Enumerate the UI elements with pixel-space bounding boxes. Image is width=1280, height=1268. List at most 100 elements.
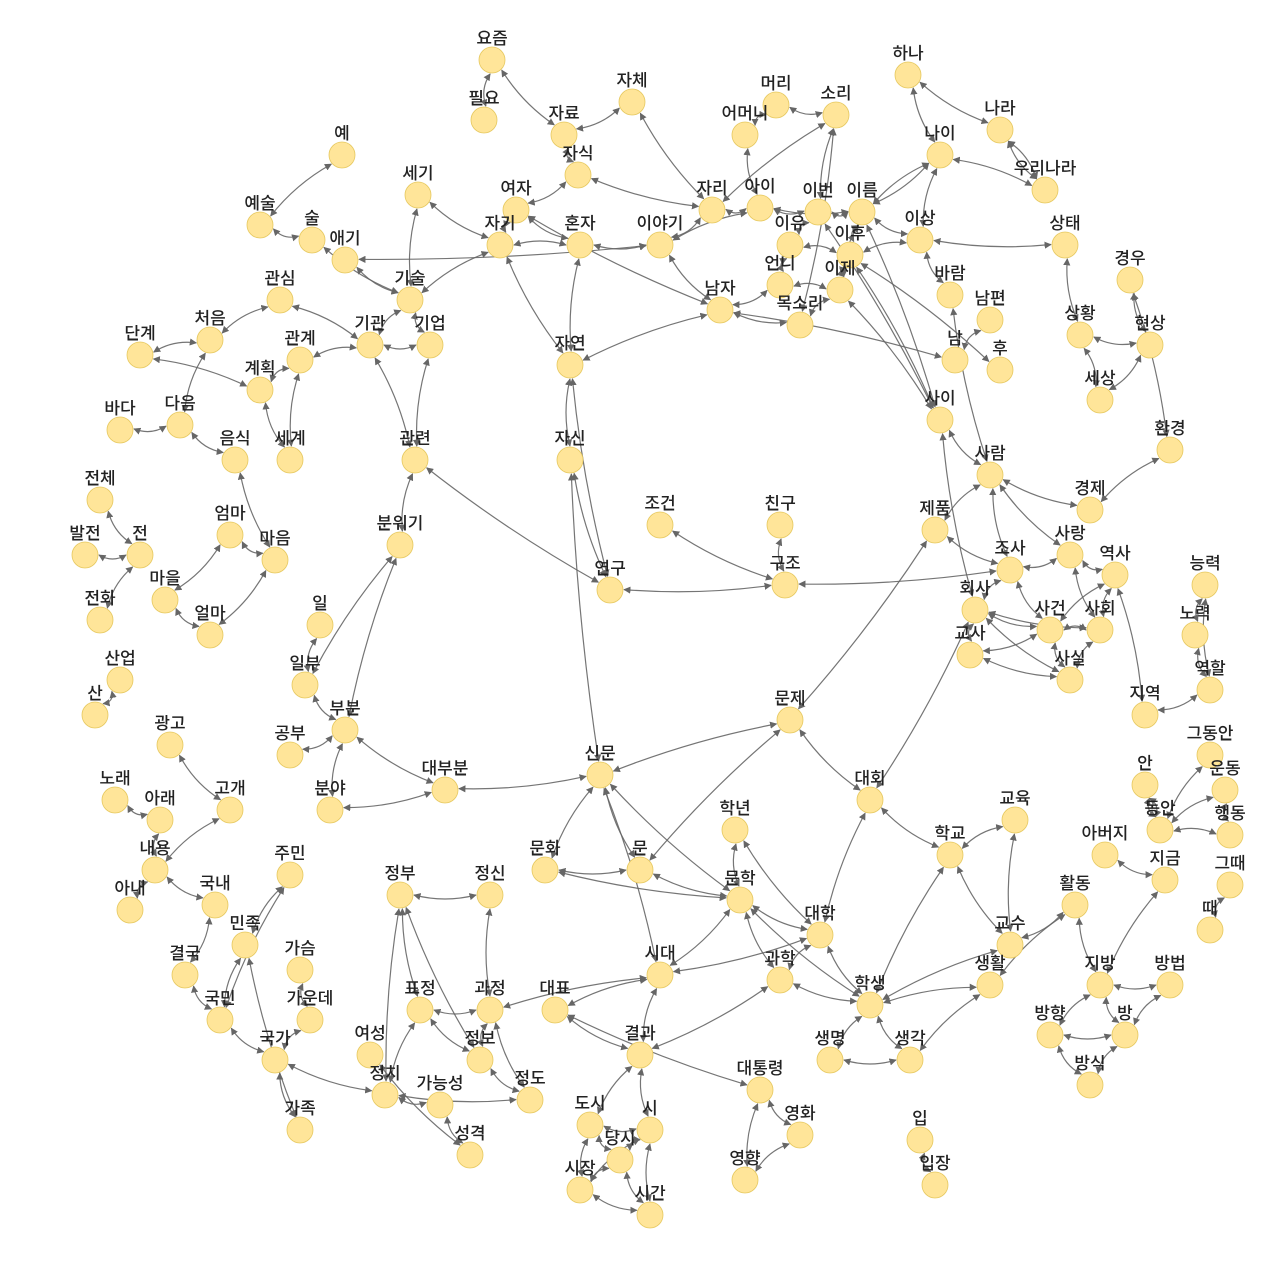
- node-circle[interactable]: [1137, 332, 1163, 358]
- node-circle[interactable]: [997, 557, 1023, 583]
- node-circle[interactable]: [1197, 677, 1223, 703]
- graph-node[interactable]: 바람: [934, 259, 966, 308]
- node-circle[interactable]: [577, 1112, 603, 1138]
- node-circle[interactable]: [772, 572, 798, 598]
- graph-node[interactable]: 국가: [259, 1024, 291, 1073]
- node-circle[interactable]: [817, 1047, 843, 1073]
- graph-node[interactable]: 아내: [114, 874, 145, 923]
- graph-node[interactable]: 대통령: [737, 1054, 784, 1103]
- graph-node[interactable]: 경우: [1114, 244, 1145, 293]
- graph-node[interactable]: 바다: [104, 394, 136, 443]
- node-circle[interactable]: [517, 1087, 543, 1113]
- node-circle[interactable]: [827, 277, 853, 303]
- graph-node[interactable]: 자기: [484, 209, 515, 258]
- node-circle[interactable]: [287, 347, 313, 373]
- graph-node[interactable]: 도시: [574, 1089, 605, 1138]
- graph-node[interactable]: 지방: [1084, 949, 1116, 998]
- graph-node[interactable]: 회사: [959, 574, 991, 623]
- node-circle[interactable]: [292, 672, 318, 698]
- graph-node[interactable]: 그때: [1214, 849, 1245, 898]
- graph-node[interactable]: 주민: [274, 839, 305, 888]
- node-circle[interactable]: [307, 612, 333, 638]
- graph-node[interactable]: 친구: [764, 489, 795, 538]
- node-circle[interactable]: [1087, 387, 1113, 413]
- node-circle[interactable]: [937, 842, 963, 868]
- node-circle[interactable]: [707, 297, 733, 323]
- node-circle[interactable]: [1037, 1022, 1063, 1048]
- graph-node[interactable]: 기관: [354, 309, 386, 358]
- graph-node[interactable]: 세계: [274, 424, 305, 473]
- node-circle[interactable]: [987, 357, 1013, 383]
- node-circle[interactable]: [297, 1007, 323, 1033]
- graph-node[interactable]: 얼마: [194, 599, 226, 648]
- graph-node[interactable]: 연구: [594, 554, 625, 603]
- node-circle[interactable]: [532, 857, 558, 883]
- node-circle[interactable]: [1117, 267, 1143, 293]
- node-circle[interactable]: [247, 377, 273, 403]
- node-circle[interactable]: [217, 522, 243, 548]
- graph-node[interactable]: 역사: [1099, 539, 1131, 588]
- node-circle[interactable]: [262, 547, 288, 573]
- graph-node[interactable]: 관심: [264, 264, 295, 313]
- node-circle[interactable]: [87, 607, 113, 633]
- node-circle[interactable]: [627, 857, 653, 883]
- node-circle[interactable]: [117, 897, 143, 923]
- graph-node[interactable]: 단계: [124, 319, 155, 368]
- node-circle[interactable]: [1102, 562, 1128, 588]
- node-circle[interactable]: [222, 447, 248, 473]
- node-circle[interactable]: [1087, 617, 1113, 643]
- graph-node[interactable]: 남자: [704, 274, 736, 323]
- node-circle[interactable]: [87, 487, 113, 513]
- node-circle[interactable]: [402, 447, 428, 473]
- graph-node[interactable]: 일부: [289, 649, 320, 698]
- node-circle[interactable]: [299, 227, 325, 253]
- node-circle[interactable]: [1217, 822, 1243, 848]
- graph-node[interactable]: 요즘: [476, 24, 507, 73]
- graph-node[interactable]: 후: [987, 334, 1013, 383]
- graph-node[interactable]: 계획: [244, 354, 275, 403]
- node-circle[interactable]: [147, 807, 173, 833]
- node-circle[interactable]: [1157, 972, 1183, 998]
- graph-node[interactable]: 안: [1132, 749, 1158, 798]
- graph-node[interactable]: 사이: [924, 384, 955, 433]
- graph-node[interactable]: 예술: [244, 189, 275, 238]
- node-circle[interactable]: [1182, 622, 1208, 648]
- node-circle[interactable]: [387, 882, 413, 908]
- graph-node[interactable]: 마을: [149, 564, 180, 613]
- node-circle[interactable]: [1217, 872, 1243, 898]
- graph-node[interactable]: 문화: [529, 834, 561, 883]
- node-circle[interactable]: [457, 1142, 483, 1168]
- node-circle[interactable]: [927, 142, 953, 168]
- graph-node[interactable]: 나라: [984, 94, 1016, 143]
- node-circle[interactable]: [487, 232, 513, 258]
- graph-node[interactable]: 교사: [954, 619, 986, 668]
- node-circle[interactable]: [1087, 972, 1113, 998]
- node-circle[interactable]: [567, 1177, 593, 1203]
- graph-node[interactable]: 어머니: [722, 99, 769, 148]
- node-circle[interactable]: [637, 1202, 663, 1228]
- graph-node[interactable]: 자리: [696, 174, 727, 223]
- node-circle[interactable]: [479, 47, 505, 73]
- node-circle[interactable]: [277, 447, 303, 473]
- graph-node[interactable]: 역할: [1194, 654, 1226, 703]
- node-circle[interactable]: [332, 717, 358, 743]
- node-circle[interactable]: [387, 532, 413, 558]
- node-circle[interactable]: [477, 882, 503, 908]
- graph-node[interactable]: 처음: [194, 304, 225, 353]
- graph-node[interactable]: 지금: [1149, 844, 1180, 893]
- node-circle[interactable]: [202, 892, 228, 918]
- node-circle[interactable]: [1132, 702, 1158, 728]
- node-circle[interactable]: [777, 707, 803, 733]
- node-circle[interactable]: [1002, 807, 1028, 833]
- graph-node[interactable]: 자식: [562, 139, 593, 188]
- node-circle[interactable]: [471, 107, 497, 133]
- graph-node[interactable]: 방향: [1034, 999, 1066, 1048]
- graph-node[interactable]: 사건: [1034, 594, 1065, 643]
- node-circle[interactable]: [1057, 542, 1083, 568]
- graph-node[interactable]: 음식: [219, 424, 250, 473]
- node-circle[interactable]: [1112, 1022, 1138, 1048]
- node-circle[interactable]: [977, 307, 1003, 333]
- node-circle[interactable]: [197, 327, 223, 353]
- node-circle[interactable]: [732, 1167, 758, 1193]
- graph-node[interactable]: 정부: [384, 859, 415, 908]
